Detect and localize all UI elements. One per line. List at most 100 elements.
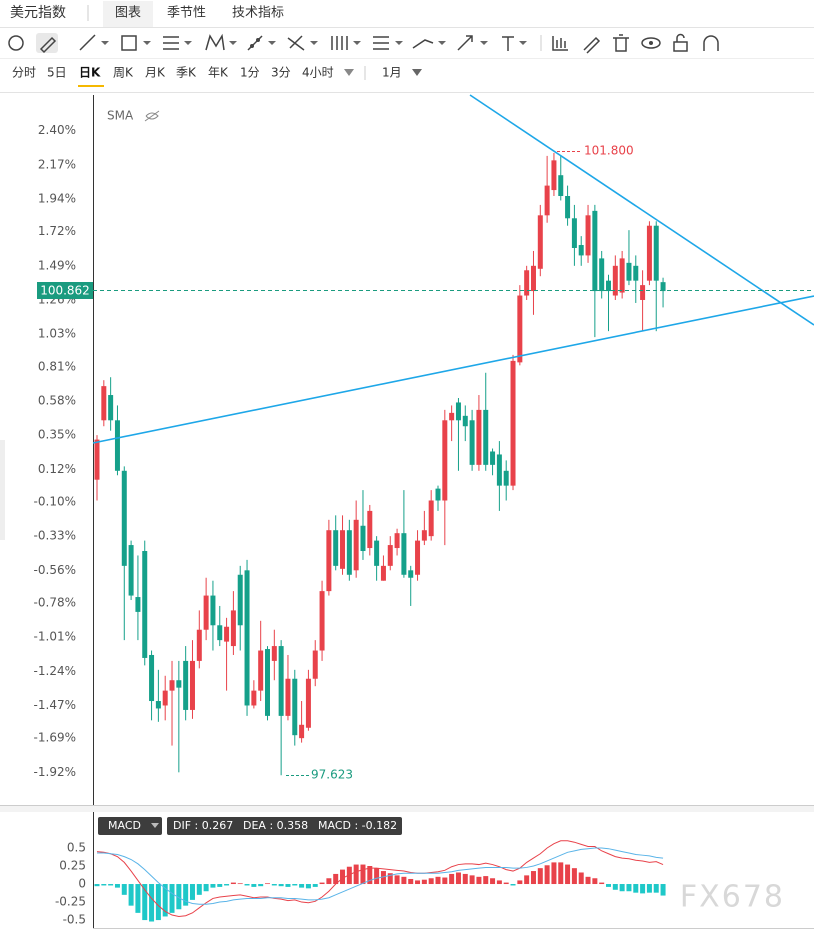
timeframe[interactable]: 季K [176, 66, 197, 80]
watermark: FX678 [680, 880, 785, 915]
macd-bar [374, 868, 380, 885]
legend-item: DIF : 0.267 [173, 819, 233, 832]
trend-line[interactable] [469, 94, 814, 326]
main-chart: 2.40%2.17%1.94%1.72%1.49%1.26%1.03%0.81%… [34, 123, 666, 779]
macd-bar [387, 873, 393, 885]
legend-item: DEA : 0.358 [243, 819, 308, 832]
candle-body [571, 218, 577, 248]
candle-body [462, 415, 468, 427]
candle-body [230, 610, 236, 647]
candle-body [476, 409, 482, 465]
macd-bar [640, 884, 646, 894]
candle-body [312, 650, 318, 679]
macd-bar [415, 880, 421, 885]
macd-bar [94, 884, 100, 887]
tab[interactable]: 图表 [115, 6, 141, 21]
macd-bar [462, 873, 468, 885]
active-tab-bg [103, 1, 153, 27]
tab[interactable]: 季节性 [167, 6, 206, 21]
candle-body [346, 530, 352, 575]
candle-body [169, 680, 175, 691]
dropdown[interactable] [151, 823, 159, 828]
trend-line[interactable] [92, 295, 814, 444]
macd-bar [483, 876, 489, 885]
macd-bar [217, 884, 223, 887]
side-handle[interactable] [0, 440, 5, 540]
candle-body [592, 210, 598, 292]
timeframe[interactable]: 分时 [12, 66, 36, 80]
candle-body [101, 386, 107, 421]
y-tick-label: -1.92% [34, 765, 76, 779]
macd-bar [155, 884, 161, 921]
toolbar[interactable] [8, 33, 719, 54]
macd-bar [380, 871, 386, 885]
macd-bar [428, 878, 434, 885]
candle-body [435, 488, 441, 501]
macd-bar [626, 884, 632, 892]
timeframe[interactable]: 4小时 [302, 66, 334, 80]
timeframe[interactable]: 月K [145, 66, 166, 80]
candle-body [114, 420, 120, 471]
macd-bar [517, 880, 523, 885]
indicator-name[interactable]: MACD [108, 819, 141, 832]
candle-body [183, 660, 189, 710]
macd-bar [162, 884, 168, 917]
candle-body [149, 654, 155, 702]
candle-body [408, 570, 414, 578]
candle-body [401, 533, 407, 575]
hide-icon[interactable] [144, 110, 160, 122]
macd-bar [108, 884, 114, 886]
macd-bar [360, 864, 366, 885]
legend-bg [167, 817, 402, 835]
timeframe[interactable]: 年K [208, 66, 229, 80]
macd-bar [299, 884, 305, 888]
timeframe[interactable]: 周K [113, 66, 134, 80]
y-tick-label: 0.25 [59, 859, 86, 873]
timeframe[interactable]: 3分 [271, 66, 291, 80]
y-tick-label: -0.10% [34, 494, 76, 508]
candle-body [537, 215, 543, 269]
candle-body [578, 245, 584, 256]
dropdown[interactable] [412, 69, 422, 76]
dropdown[interactable] [344, 69, 354, 76]
indicator-button[interactable] [98, 817, 162, 835]
macd-bar [537, 868, 543, 885]
y-tick-label: -0.25 [55, 895, 86, 909]
active-underline [78, 85, 104, 87]
timeframe[interactable]: 1分 [240, 66, 260, 80]
candle-body [224, 626, 230, 642]
macd-bar [408, 878, 414, 885]
y-tick-label: 0 [78, 877, 86, 891]
candle-body [640, 285, 646, 300]
tab[interactable]: 技术指标 [232, 6, 284, 21]
period[interactable]: 1月 [382, 66, 402, 80]
macd-bar [224, 884, 230, 886]
y-tick-label: 1.72% [38, 224, 76, 238]
timeframe[interactable]: 5日 [47, 66, 67, 80]
candle-body [530, 265, 536, 292]
macd-bar [599, 882, 605, 885]
macd-bar [530, 871, 536, 885]
macd-bar [367, 866, 373, 885]
macd-bar [646, 884, 652, 893]
candle-body [558, 175, 564, 197]
macd-bar [210, 884, 216, 888]
timeframe[interactable]: 日K [79, 66, 101, 80]
macd-bar [114, 884, 120, 888]
candle-body [455, 402, 461, 421]
macd-bar [142, 884, 148, 921]
candle-body [189, 660, 195, 710]
macd-bar [394, 875, 400, 885]
candle-body [299, 724, 305, 739]
macd-bar [278, 884, 284, 887]
candle-body [367, 510, 373, 549]
macd-bar [469, 875, 475, 885]
macd-bar [312, 884, 318, 887]
candle-body [524, 270, 530, 296]
indicator-label: SMA [107, 109, 134, 123]
macd-bar [558, 862, 564, 885]
candle-body [135, 597, 141, 612]
macd-bar [585, 876, 591, 885]
macd-bar [401, 876, 407, 885]
candle-body [612, 265, 618, 296]
